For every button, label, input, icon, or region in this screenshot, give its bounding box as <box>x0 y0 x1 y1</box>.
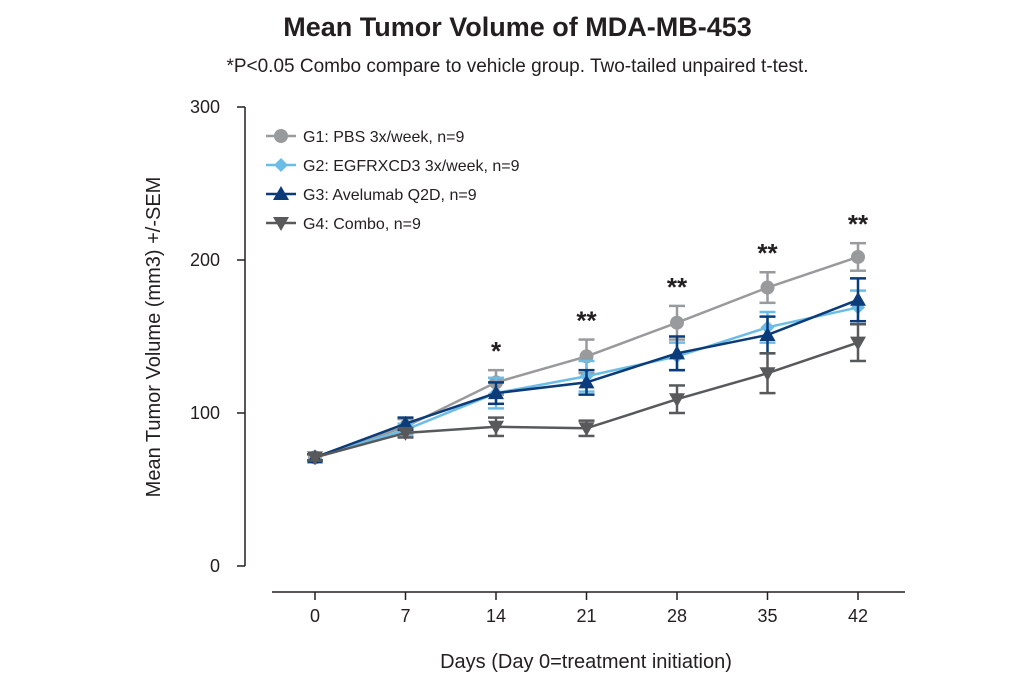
legend-marker <box>274 158 288 172</box>
legend-marker <box>273 186 289 200</box>
y-axis-label: Mean Tumor Volume (mm3) +/-SEM <box>143 177 165 498</box>
significance-annotation: ** <box>576 306 597 336</box>
x-tick-label: 42 <box>848 606 868 626</box>
data-point <box>488 385 504 400</box>
significance-annotation: ** <box>757 238 778 268</box>
y-tick-label: 200 <box>190 250 220 270</box>
x-tick-label: 35 <box>757 606 777 626</box>
data-point <box>578 374 595 389</box>
x-tick-label: 28 <box>667 606 687 626</box>
y-tick-label: 100 <box>190 403 220 423</box>
data-point <box>669 393 685 408</box>
legend-marker <box>274 129 288 143</box>
x-axis-label: Days (Day 0=treatment initiation) <box>440 651 732 673</box>
x-tick-label: 0 <box>310 606 320 626</box>
data-point <box>670 315 684 330</box>
significance-annotation: * <box>491 336 502 366</box>
x-tick-label: 7 <box>400 606 410 626</box>
chart-subtitle: *P<0.05 Combo compare to vehicle group. … <box>226 56 809 77</box>
legend-label: G1: PBS 3x/week, n=9 <box>303 129 465 146</box>
data-point <box>759 367 776 382</box>
legend-label: G3: Avelumab Q2D, n=9 <box>303 187 477 204</box>
x-tick-label: 21 <box>576 606 596 626</box>
x-tick-label: 14 <box>486 606 506 626</box>
data-point <box>850 291 866 306</box>
significance-annotation: ** <box>848 209 869 239</box>
data-point <box>307 451 323 466</box>
series-4 <box>307 323 866 466</box>
data-point <box>397 426 414 441</box>
data-point <box>760 280 775 295</box>
legend: G1: PBS 3x/week, n=9 G2: EGFRXCD3 3x/week… <box>266 129 520 233</box>
chart-title: Mean Tumor Volume of MDA-MB-453 <box>283 12 752 42</box>
data-point <box>578 422 595 437</box>
legend-label: G2: EGFRXCD3 3x/week, n=9 <box>303 158 520 175</box>
legend-marker <box>273 217 289 231</box>
data-point <box>759 326 776 341</box>
data-point <box>851 249 865 264</box>
y-tick-label: 0 <box>210 556 220 576</box>
data-point <box>397 415 414 430</box>
data-point <box>669 345 685 360</box>
significance-annotation: ** <box>667 272 688 302</box>
data-point <box>488 420 504 435</box>
data-point <box>850 336 866 351</box>
y-tick-label: 300 <box>190 97 220 117</box>
legend-label: G4: Combo, n=9 <box>303 216 421 233</box>
